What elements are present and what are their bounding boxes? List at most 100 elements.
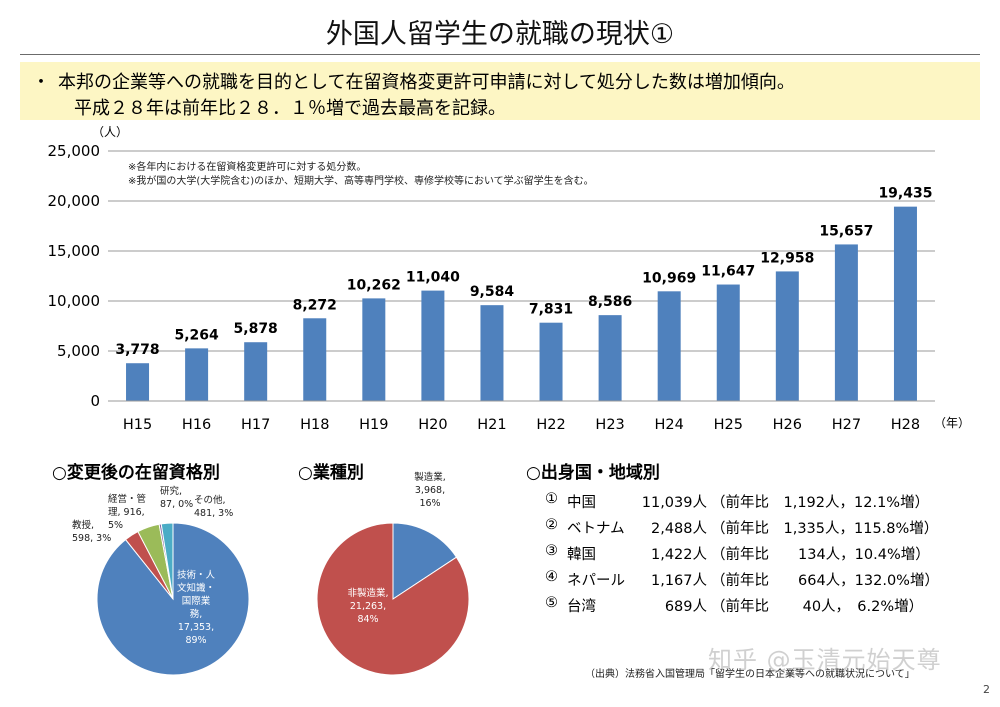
bar — [834, 244, 858, 401]
y-tick-label: 25,000 — [48, 142, 101, 160]
country-count: 2,488人 — [650, 521, 707, 537]
bar-value-label: 10,262 — [347, 277, 401, 293]
country-change: （前年比 40人， 6.2%増） — [711, 599, 924, 615]
bar-value-label: 3,778 — [115, 342, 159, 358]
y-tick-label: 0 — [90, 392, 100, 410]
pie-slice-label: 経営・管 — [108, 493, 146, 505]
bar-value-label: 8,272 — [293, 297, 337, 313]
bar-value-label: 12,958 — [760, 250, 814, 266]
bar — [185, 348, 209, 401]
x-tick-label: H25 — [714, 417, 743, 433]
bar-value-label: 5,264 — [174, 327, 219, 343]
summary-line-1: 本邦の企業等への就職を目的として在留資格変更許可申請に対して処分した数は増加傾向… — [58, 72, 795, 93]
summary-bullet: ・ — [32, 72, 50, 93]
bar-value-label: 7,831 — [529, 302, 573, 318]
bar-value-label: 10,969 — [642, 270, 696, 286]
x-tick-label: H23 — [595, 417, 624, 433]
summary-box: ・ 本邦の企業等への就職を目的として在留資格変更許可申請に対して処分した数は増加… — [20, 62, 980, 120]
country-count: 689人 — [664, 599, 707, 615]
page-number: 2 — [983, 683, 990, 696]
y-tick-label: 10,000 — [48, 292, 101, 310]
x-tick-label: H24 — [654, 417, 683, 433]
country-rank: ② — [545, 517, 558, 533]
chart-note: ※我が国の大学(大学院含む)のほか、短期大学、高等専門学校、専修学校等において学… — [128, 174, 594, 187]
pie-slice-label: 87, 0% — [160, 499, 193, 510]
x-axis-ticks: H15 H16 H17 H18 H19 H20 H21 H22 H23 H24 H25 H26 H27 H… — [123, 417, 920, 433]
chart-notes: ※各年内における在留資格変更許可に対する処分数。※我が国の大学(大学院含む)のほ… — [128, 160, 594, 187]
countries-heading: ○出身国・地域別 — [526, 463, 660, 483]
bar — [716, 284, 740, 401]
pie-slice-label: 598, 3% — [72, 533, 111, 544]
bar — [362, 298, 386, 401]
bar-chart: ※各年内における在留資格変更許可に対する処分数。※我が国の大学(大学院含む)のほ… — [48, 125, 971, 433]
bar-value-label: 15,657 — [819, 223, 873, 239]
pie-slice-label: 研究, — [160, 485, 182, 497]
x-axis-unit: （年） — [934, 416, 970, 430]
x-tick-label: H20 — [418, 417, 447, 433]
pie-slice-label: 21,263, — [350, 601, 386, 612]
country-rank: ④ — [545, 569, 558, 585]
country-rank: ⑤ — [545, 595, 558, 611]
pie-slice-label: 3,968, — [415, 485, 445, 496]
country-name: ベトナム — [567, 521, 625, 537]
bar-series — [126, 206, 917, 401]
y-axis-unit: （人） — [92, 125, 128, 139]
summary-line-2: 平成２８年は前年比２８．１％増で過去最高を記録。 — [74, 98, 506, 119]
x-tick-label: H16 — [182, 417, 211, 433]
bar-value-label: 19,435 — [878, 186, 932, 202]
pie-slice-label: 務, — [190, 608, 203, 620]
country-change: （前年比 1,192人，12.1%増） — [711, 495, 930, 511]
pie-slice-label: 5% — [108, 520, 123, 531]
pie-slice-label: 16% — [419, 498, 440, 509]
country-name: 台湾 — [567, 599, 596, 615]
pie-slice-label: 教授, — [72, 519, 94, 531]
page-title: 外国人留学生の就職の現状① — [325, 19, 675, 50]
bar — [775, 271, 799, 401]
bar-value-label: 11,647 — [701, 264, 755, 280]
country-change: （前年比 134人，10.4%増） — [711, 547, 930, 563]
chart-note: ※各年内における在留資格変更許可に対する処分数。 — [128, 160, 366, 173]
bar-data-labels: 3,778 5,264 5,878 8,272 10,262 11,040 9,584 7,8… — [115, 186, 932, 359]
bar — [244, 342, 268, 401]
country-rank: ① — [545, 491, 558, 507]
pie-slice-label: 481, 3% — [194, 508, 233, 519]
country-change: （前年比 1,335人，115.8%増） — [711, 521, 939, 537]
pie-slice-label: 国際業 — [182, 595, 211, 607]
bar — [480, 305, 504, 401]
bar — [421, 290, 445, 401]
country-name: 韓国 — [567, 547, 596, 563]
pie-slice-label: 非製造業, — [347, 587, 388, 599]
bar — [126, 363, 150, 401]
pie-slice-label: 理, 916, — [108, 507, 145, 518]
x-tick-label: H27 — [832, 417, 861, 433]
y-tick-label: 20,000 — [48, 192, 101, 210]
x-tick-label: H15 — [123, 417, 152, 433]
pie-slice — [316, 522, 470, 676]
pie-1-heading: ○変更後の在留資格別 — [52, 463, 220, 483]
pie-slice — [160, 522, 174, 600]
country-rank: ③ — [545, 543, 558, 559]
x-tick-label: H26 — [773, 417, 802, 433]
x-tick-label: H28 — [891, 417, 920, 433]
pie-slice-label: 84% — [357, 614, 378, 625]
pie-slice — [392, 522, 458, 600]
bar-value-label: 5,878 — [234, 321, 278, 337]
country-count: 1,167人 — [650, 573, 707, 589]
bar — [303, 318, 327, 401]
bar-value-label: 11,040 — [406, 270, 460, 286]
x-tick-label: H22 — [536, 417, 565, 433]
bar — [893, 206, 917, 401]
y-axis-ticks: 0 5,000 10,000 15,000 20,000 25,000 — [48, 142, 101, 410]
x-tick-label: H19 — [359, 417, 388, 433]
y-tick-label: 15,000 — [48, 242, 101, 260]
title-divider — [20, 54, 980, 55]
pie-slice-label: 文知識・ — [177, 582, 215, 594]
bar-value-label: 8,586 — [588, 294, 632, 310]
country-change: （前年比 664人，132.0%増） — [711, 573, 939, 589]
bar — [539, 322, 563, 401]
bar — [657, 291, 681, 401]
x-tick-label: H17 — [241, 417, 270, 433]
pie-slice-label: 技術・人 — [177, 569, 216, 581]
country-count: 1,422人 — [650, 547, 707, 563]
bar-value-label: 9,584 — [470, 284, 515, 300]
